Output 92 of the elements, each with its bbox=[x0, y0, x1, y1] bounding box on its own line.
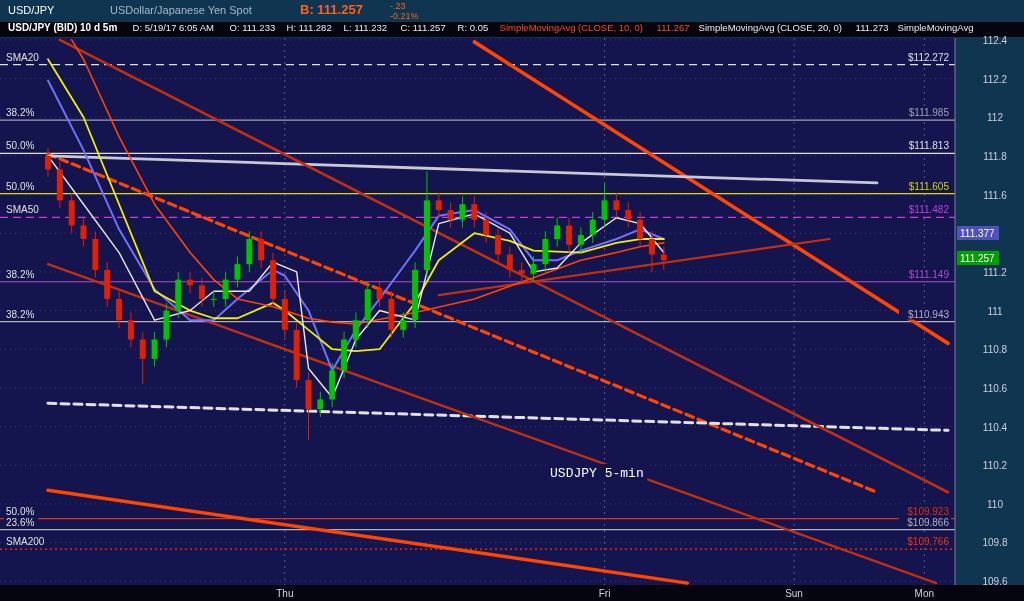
candlestick bbox=[317, 391, 324, 418]
y-tick-label: 110.6 bbox=[982, 382, 1008, 394]
chart-title: USD/JPY (BID) 10 d 5m bbox=[8, 22, 118, 33]
candlestick bbox=[198, 277, 205, 308]
candlestick bbox=[506, 246, 513, 279]
candlestick bbox=[495, 226, 501, 263]
y-tick-label: 112 bbox=[987, 112, 1004, 124]
annotation: 38.2% bbox=[6, 308, 35, 320]
candlestick bbox=[459, 195, 466, 228]
text: L: 111.232 bbox=[343, 22, 388, 33]
candlestick bbox=[648, 230, 655, 273]
candlestick bbox=[447, 201, 454, 228]
ref-line-label: $111.149 bbox=[908, 268, 950, 280]
text: SimpleMovingAvg bbox=[897, 22, 974, 33]
ref-line-label: $109.866 bbox=[907, 516, 950, 528]
text: D: 5/19/17 6:05 AM bbox=[132, 22, 215, 33]
candlestick bbox=[566, 217, 573, 254]
candlestick bbox=[258, 230, 265, 269]
text: C: 111.257 bbox=[400, 22, 446, 33]
text: 111.273 bbox=[855, 22, 889, 33]
candlestick bbox=[234, 255, 241, 288]
candlestick bbox=[637, 211, 644, 248]
text: 111.377 bbox=[960, 228, 996, 239]
candlestick bbox=[518, 261, 525, 283]
text: USD/JPY bbox=[8, 4, 56, 16]
candlestick bbox=[352, 311, 359, 348]
text: 111.267 bbox=[656, 22, 690, 33]
x-tick-label: Fri bbox=[598, 588, 611, 599]
candlestick bbox=[222, 271, 229, 308]
candlestick bbox=[435, 192, 442, 219]
annotation: 38.2% bbox=[6, 107, 35, 119]
candlestick bbox=[45, 147, 51, 178]
y-tick-label: 110 bbox=[987, 498, 1004, 510]
annotation: 38.2% bbox=[6, 268, 35, 280]
candlestick bbox=[613, 192, 620, 219]
annotation: SMA200 bbox=[6, 536, 45, 548]
text: O: 111.233 bbox=[229, 22, 276, 33]
annotation: SMA50 bbox=[6, 204, 40, 216]
x-tick-label: Sun bbox=[785, 588, 803, 599]
text: SimpleMovingAvg (CLOSE, 10, 0) bbox=[499, 22, 644, 33]
candlestick bbox=[577, 226, 584, 254]
y-tick-label: 110.2 bbox=[982, 460, 1008, 472]
candlestick bbox=[127, 311, 134, 348]
annotation: SMA20 bbox=[6, 51, 40, 63]
text: SimpleMovingAvg (CLOSE, 20, 0) bbox=[698, 22, 843, 33]
y-tick-label: 111.6 bbox=[983, 189, 1008, 201]
y-tick-label: 110.8 bbox=[982, 344, 1008, 356]
candlestick bbox=[483, 211, 490, 244]
ref-line-label: $111.482 bbox=[908, 204, 950, 216]
candlestick bbox=[589, 211, 596, 244]
ref-line-label: $111.605 bbox=[908, 180, 950, 192]
y-tick-label: 111.2 bbox=[983, 266, 1008, 278]
candlestick bbox=[601, 182, 608, 228]
text: R: 0.05 bbox=[457, 22, 489, 33]
annotation: 50.0% bbox=[6, 180, 35, 192]
y-tick-label: 109.6 bbox=[982, 576, 1008, 588]
text: -0.21% bbox=[390, 11, 419, 21]
candlestick bbox=[660, 246, 667, 271]
candlestick bbox=[530, 255, 537, 283]
y-tick-label: 112.4 bbox=[982, 34, 1008, 46]
candlestick bbox=[151, 331, 158, 368]
y-tick-label: 110.4 bbox=[982, 421, 1008, 433]
ref-line-label: $109.766 bbox=[907, 536, 950, 548]
candlestick bbox=[139, 331, 146, 385]
candlestick bbox=[625, 201, 632, 228]
annotation: 23.6% bbox=[6, 516, 35, 528]
x-tick-label: Mon bbox=[914, 588, 935, 599]
candlestick bbox=[471, 195, 478, 228]
candlestick bbox=[376, 281, 383, 308]
annotation: 50.0% bbox=[6, 505, 35, 517]
ref-line-label: $110.943 bbox=[908, 308, 950, 320]
annotation: USDJPY 5-min bbox=[550, 466, 644, 481]
text: H: 111.282 bbox=[286, 22, 332, 33]
candlestick bbox=[80, 217, 87, 248]
y-tick-label: 109.8 bbox=[982, 537, 1008, 549]
candlestick bbox=[554, 217, 561, 248]
x-tick-label: Thu bbox=[276, 588, 294, 599]
candlestick bbox=[116, 290, 123, 329]
ref-line-label: $109.923 bbox=[907, 505, 950, 517]
annotation: 50.0% bbox=[6, 140, 35, 152]
ref-line-label: $111.985 bbox=[908, 107, 950, 119]
text: B: 111.257 bbox=[300, 2, 363, 17]
text: USDollar/Japanese Yen Spot bbox=[110, 4, 252, 16]
ref-line-label: $111.813 bbox=[908, 140, 950, 152]
y-tick-label: 112.2 bbox=[982, 73, 1008, 85]
candlestick bbox=[210, 290, 217, 308]
y-tick-label: 111.8 bbox=[983, 150, 1008, 162]
ref-line-label: $112.272 bbox=[908, 51, 950, 63]
text: -.23 bbox=[390, 1, 406, 11]
y-tick-label: 111 bbox=[987, 305, 1004, 317]
candlestick bbox=[400, 311, 407, 339]
text: 111.257 bbox=[960, 253, 996, 264]
